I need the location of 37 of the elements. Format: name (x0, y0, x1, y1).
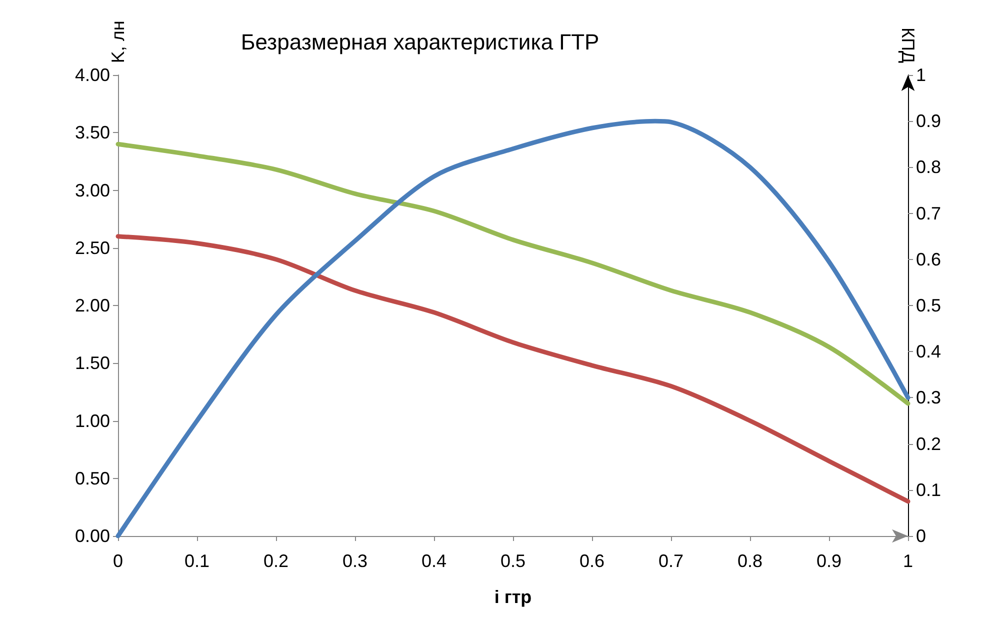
y2-tick-label: 0 (916, 526, 926, 546)
x-tick-label: 0.4 (421, 551, 447, 571)
x-tick-label: 0 (112, 551, 124, 571)
y2-tick-label: 0.3 (916, 388, 942, 408)
line-series (116, 142, 910, 406)
y-tick-label: 0.50 (74, 468, 110, 488)
y-tick-label: 1.00 (74, 410, 110, 431)
y2-tick-label: 0.6 (916, 249, 942, 270)
x-tick-label: 0.8 (737, 551, 763, 571)
y-tick-label: 4.00 (74, 65, 110, 85)
y-tick-label: 2.50 (74, 238, 110, 258)
x-tick-label: 0.7 (658, 551, 684, 571)
x-tick-label: 0.9 (816, 551, 842, 571)
y2-tick-label: 0.8 (916, 157, 942, 178)
x-tick-label: 0.1 (184, 551, 210, 571)
y-tick-label: 2.00 (74, 296, 110, 316)
x-tick-label: 0.3 (342, 551, 368, 571)
y-tick-label: 3.50 (74, 122, 110, 143)
y-axis-title: K, лн (108, 20, 128, 64)
y2-tick-label: 1 (916, 65, 926, 85)
y2-tick-label: 0.9 (916, 111, 942, 132)
y-tick-label: 0.00 (74, 526, 110, 546)
line-series (116, 234, 910, 504)
x-axis-title: i гтр (494, 587, 532, 607)
y2-tick-label: 0.2 (916, 434, 942, 454)
x-tick-label: 0.5 (500, 551, 526, 571)
chart-title: Безразмерная характеристика ГТР (240, 30, 600, 54)
y-tick-label: 3.00 (74, 180, 110, 200)
x-tick-label: 0.6 (579, 551, 605, 571)
y2-tick-label: 0.1 (916, 480, 942, 500)
x-tick-label: 1 (902, 551, 914, 571)
y2-axis-title: КПД (898, 27, 918, 64)
y-tick-label: 1.50 (74, 353, 110, 374)
y2-tick-label: 0.4 (916, 342, 942, 362)
y2-tick-label: 0.7 (916, 203, 942, 224)
x-tick-label: 0.2 (263, 551, 289, 571)
y2-tick-label: 0.5 (916, 296, 942, 316)
